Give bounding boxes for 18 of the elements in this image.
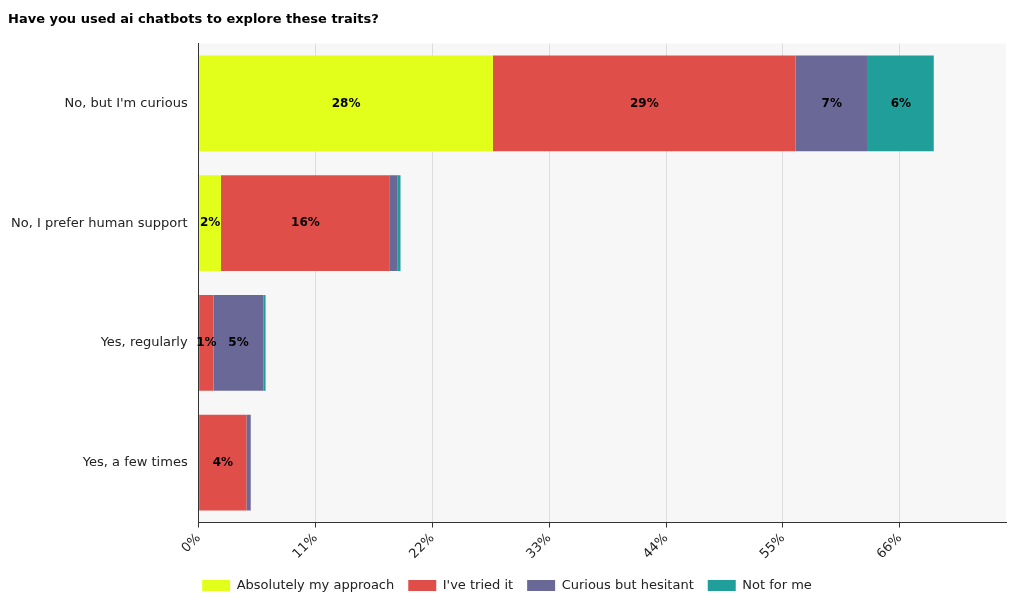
- legend-label: Not for me: [742, 576, 812, 592]
- data-label: 29%: [629, 95, 659, 110]
- data-label: 28%: [331, 95, 361, 110]
- legend-label: I've tried it: [442, 576, 514, 592]
- y-tick-label: No, I prefer human support: [10, 214, 188, 230]
- x-tick-label: 0%: [177, 529, 204, 556]
- y-tick-label: Yes, a few times: [81, 454, 188, 470]
- y-tick-label: No, but I'm curious: [64, 94, 188, 110]
- legend-label: Absolutely my approach: [236, 576, 395, 592]
- data-label: 6%: [890, 95, 912, 110]
- data-label: 5%: [228, 335, 249, 350]
- legend-label: Curious but hesitant: [561, 576, 694, 592]
- data-label: 7%: [821, 95, 842, 110]
- y-tick-label: Yes, regularly: [99, 334, 188, 350]
- data-label: 2%: [199, 215, 221, 230]
- data-label: 4%: [212, 454, 233, 469]
- chart-title: Have you used ai chatbots to explore these traits?: [8, 11, 379, 27]
- data-label: 16%: [291, 215, 320, 230]
